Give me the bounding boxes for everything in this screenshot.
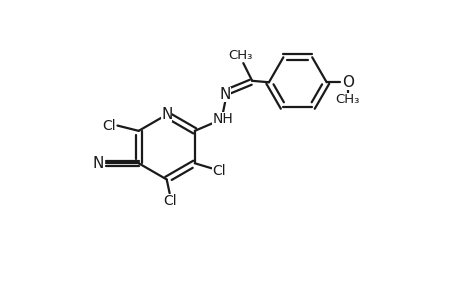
Text: Cl: Cl xyxy=(162,194,176,208)
Text: N: N xyxy=(161,107,172,122)
Text: N: N xyxy=(92,156,103,171)
Text: CH₃: CH₃ xyxy=(335,93,359,106)
Text: CH₃: CH₃ xyxy=(228,49,252,62)
Text: Cl: Cl xyxy=(212,164,225,178)
Text: Cl: Cl xyxy=(102,118,116,133)
Text: NH: NH xyxy=(212,112,233,126)
Text: N: N xyxy=(219,87,231,102)
Text: O: O xyxy=(341,75,353,90)
